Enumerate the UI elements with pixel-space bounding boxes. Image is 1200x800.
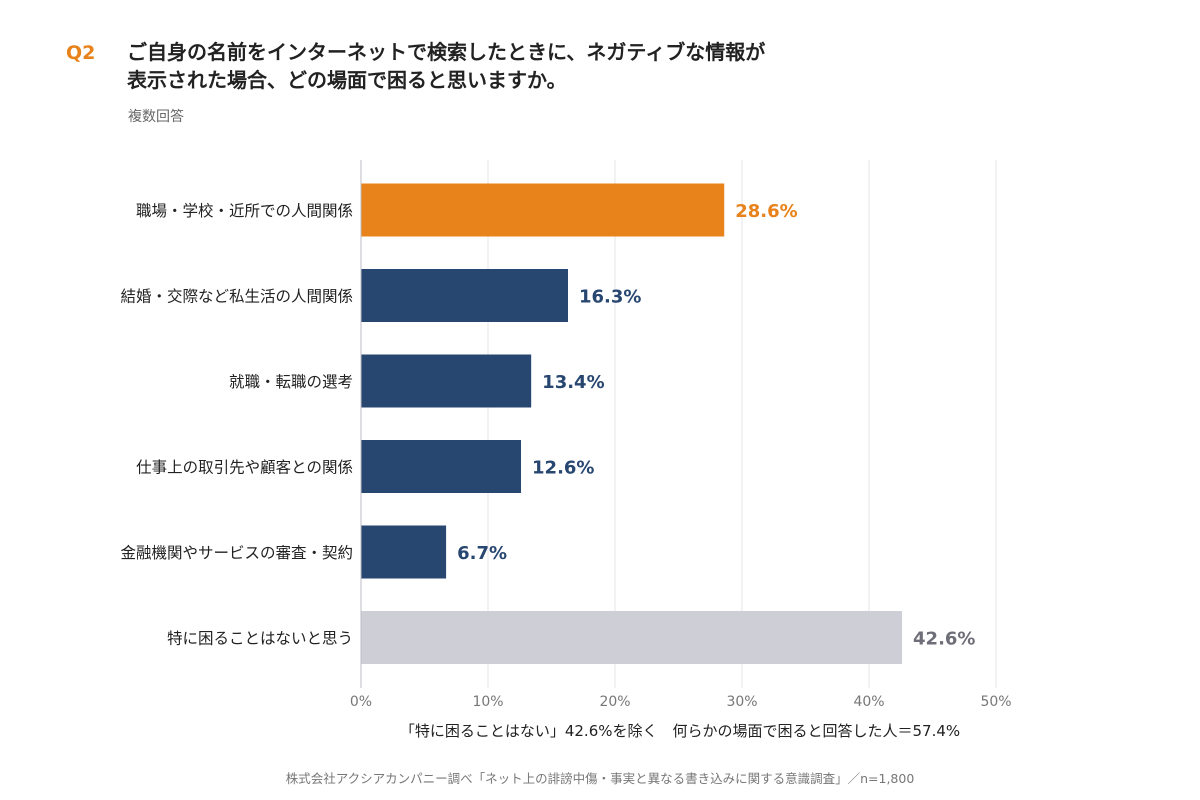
chart-title-line-1: ご自身の名前をインターネットで検索したときに、ネガティブな情報が	[127, 40, 766, 64]
chart-subtitle: 複数回答	[128, 109, 184, 125]
question-label: Q2	[66, 42, 96, 64]
bar-chart: 28.6% 職場・学校・近所での人間関係 16.3% 結婚・交際など私生活の人間関係 1…	[120, 160, 1012, 710]
x-tick-label: 20%	[599, 694, 630, 710]
bar	[361, 611, 903, 664]
x-tick-label: 40%	[853, 694, 884, 710]
chart-note: 「特に困ることはない」42.6%を除く 何らかの場面で困ると回答した人＝57.4…	[399, 722, 961, 740]
data-label: 6.7%	[457, 543, 507, 564]
category-label: 特に困ることはないと思う	[167, 630, 353, 648]
chart-title-line-2: 表示された場合、どの場面で困ると思いますか。	[127, 68, 567, 92]
data-label: 28.6%	[735, 201, 797, 222]
bar	[361, 440, 522, 493]
x-tick-label: 0%	[350, 694, 372, 710]
x-tick-label: 10%	[472, 694, 503, 710]
x-tick-label: 30%	[726, 694, 757, 710]
bar	[361, 525, 447, 579]
chart-title: ご自身の名前をインターネットで検索したときに、ネガティブな情報が 表示された場合…	[127, 38, 887, 94]
bar	[361, 183, 725, 237]
bar	[361, 269, 569, 322]
category-label: 職場・学校・近所での人間関係	[136, 202, 353, 220]
category-label: 金融機関やサービスの審査・契約	[120, 544, 353, 562]
source-credit: 株式会社アクシアカンパニー調べ「ネット上の誹謗中傷・事実と異なる書き込みに関する…	[285, 771, 915, 786]
category-label: 仕事上の取引先や顧客との関係	[136, 459, 353, 477]
category-label: 結婚・交際など私生活の人間関係	[120, 288, 353, 306]
bar	[361, 354, 532, 408]
data-label: 13.4%	[542, 372, 604, 393]
data-label: 42.6%	[913, 629, 975, 650]
x-tick-label: 50%	[980, 694, 1011, 710]
data-label: 12.6%	[532, 458, 594, 479]
data-label: 16.3%	[579, 287, 641, 308]
category-label: 就職・転職の選考	[229, 373, 353, 391]
